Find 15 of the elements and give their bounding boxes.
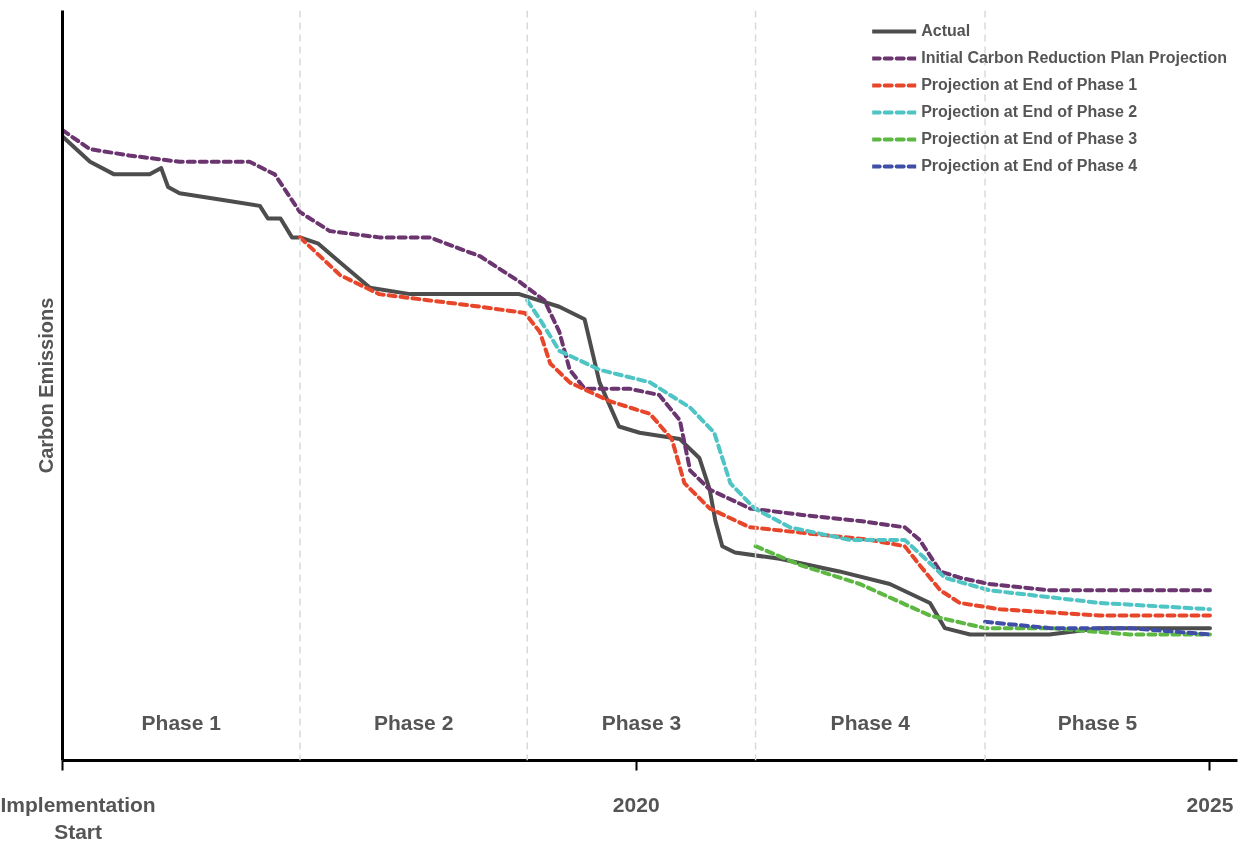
- annotation: Phase 1: [141, 711, 222, 735]
- annotation: Phase 2: [373, 711, 454, 735]
- legend-label: Initial Carbon Reduction Plan Projection: [921, 48, 1227, 68]
- legend-label: Actual: [921, 21, 971, 41]
- y-axis-title: Carbon Emissions: [34, 297, 57, 474]
- annotation: Phase 4: [830, 711, 911, 735]
- legend-label: Projection at End of Phase 2: [921, 102, 1138, 122]
- annotation: Phase 3: [601, 711, 682, 735]
- legend-label: Projection at End of Phase 3: [921, 129, 1138, 149]
- x-tick-label: 2020: [612, 792, 660, 816]
- legend-label: Projection at End of Phase 1: [921, 75, 1138, 95]
- annotation: Phase 5: [1057, 711, 1138, 735]
- x-tick-label: 2025: [1186, 792, 1234, 816]
- legend-label: Projection at End of Phase 4: [921, 156, 1138, 176]
- x-tick-label: Implementation Start: [0, 792, 156, 844]
